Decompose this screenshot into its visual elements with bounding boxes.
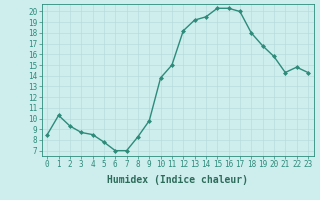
X-axis label: Humidex (Indice chaleur): Humidex (Indice chaleur) bbox=[107, 175, 248, 185]
